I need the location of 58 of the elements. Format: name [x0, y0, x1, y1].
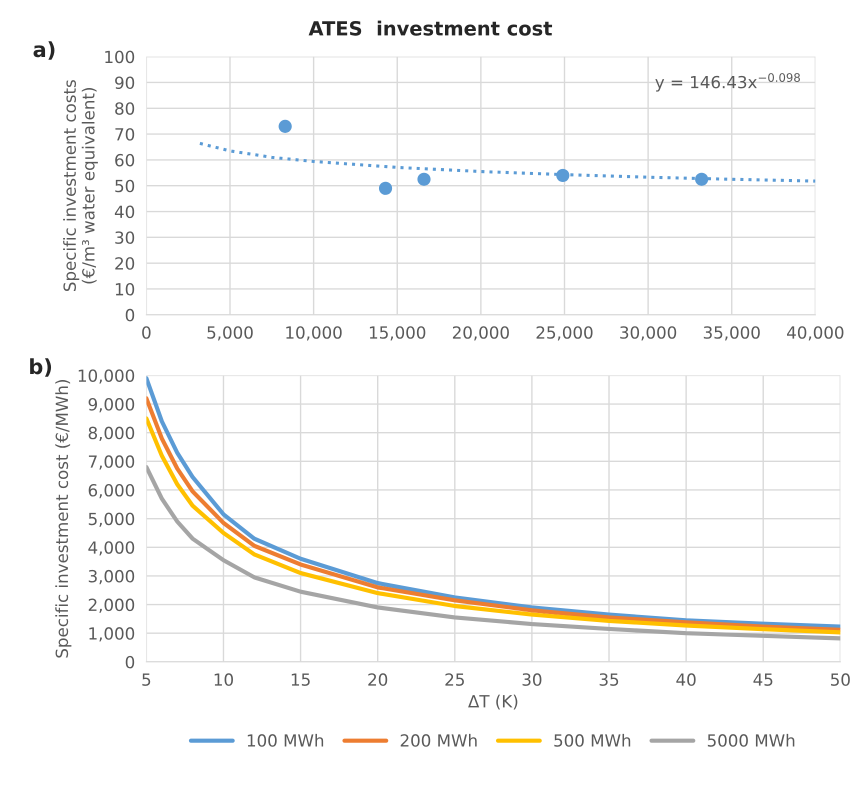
x-tick-label: 10: [214, 673, 233, 686]
x-tick-label: 20,000: [452, 326, 509, 341]
y-tick-label: 3,000: [88, 570, 134, 584]
y-tick-label: 10: [116, 282, 134, 296]
x-tick-label: 30,000: [620, 326, 676, 341]
y-tick-label: 10,000: [78, 369, 134, 384]
point: [378, 182, 392, 195]
y-tick-label: 40: [114, 206, 134, 218]
y-tick-label: 1,000: [89, 627, 134, 642]
x-tick-label: 5: [142, 673, 150, 686]
y-tick-label: 0: [126, 308, 134, 322]
x-tick-label: 30: [522, 673, 542, 686]
point: [278, 120, 292, 133]
y-tick-label: 4,000: [88, 541, 134, 556]
x-tick-label: 40: [676, 673, 696, 686]
x-tick-label: 15,000: [370, 326, 426, 341]
y-tick-label: 5,000: [88, 512, 134, 527]
x-tick-label: 0: [142, 326, 151, 339]
y-tick-label: 70: [115, 128, 134, 141]
y-tick-label: 60: [115, 154, 134, 166]
y-tick-label: 20: [115, 257, 134, 270]
text: a): [34, 41, 54, 60]
y-tick-label: 100: [105, 50, 134, 64]
point: [417, 172, 431, 186]
point: [695, 172, 708, 186]
x-tick-label: 35,000: [704, 326, 760, 341]
legend-label: 100 MWh: [248, 734, 324, 747]
x-tick-label: 10,000: [286, 326, 342, 341]
x-tick-label: 20: [368, 673, 388, 686]
line-series: [198, 142, 816, 183]
y-tick-label: 6,000: [88, 484, 134, 498]
x-tick-label: 45: [753, 673, 772, 686]
x-tick-label: 25: [445, 673, 464, 686]
y-axis-title: Specific investment cost (€/MWh): [55, 380, 72, 658]
x-tick-label: 25,000: [536, 326, 593, 341]
x-tick-label: 50: [831, 673, 850, 686]
y-tick-label: 0: [126, 656, 134, 668]
y-tick-label: 30: [115, 231, 134, 244]
y-tick-label: 50: [115, 180, 134, 192]
y-tick-label: 7,000: [88, 455, 134, 470]
annotation: y = 146.43x$^{−0.098}$: [655, 73, 800, 92]
x-tick-label: 35: [600, 673, 618, 686]
text: b): [30, 358, 52, 377]
y-tick-label: 9,000: [88, 398, 134, 412]
y-tick-label: 8,000: [88, 426, 134, 441]
chart-title: ATES investment cost: [308, 20, 552, 36]
legend-label: 200 MWh: [400, 734, 477, 747]
line-series: [146, 464, 840, 640]
legend-label: 500 MWh: [554, 734, 630, 747]
x-tick-label: 15: [292, 673, 310, 686]
y-tick-label: 80: [115, 102, 134, 115]
x-tick-label: 40,000: [787, 326, 844, 341]
y-axis-title: Specific investment costs (€/m³ water equivalent): [63, 80, 98, 292]
legend-label: 5000 MWh: [708, 734, 794, 747]
y-tick-label: 2,000: [88, 598, 134, 613]
y-tick-label: 90: [115, 76, 134, 90]
x-tick-label: 5,000: [207, 326, 253, 341]
x-axis-title: ΔT (K): [468, 694, 518, 710]
